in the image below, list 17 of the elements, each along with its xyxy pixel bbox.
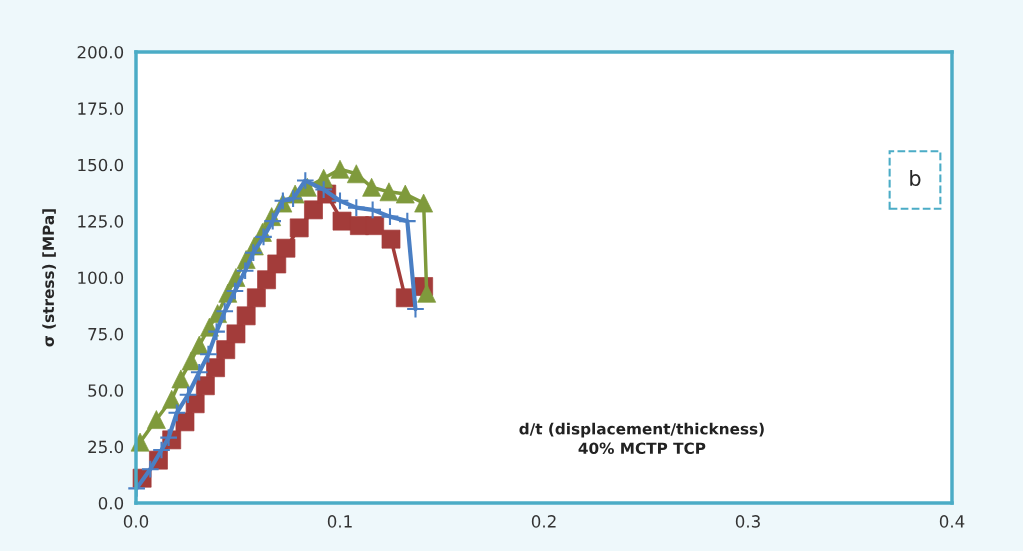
annotation: b <box>910 169 921 187</box>
y-tick-label: 125.0 <box>78 215 124 228</box>
y-tick-label: 50.0 <box>88 384 124 397</box>
y-tick-label: 175.0 <box>78 102 124 115</box>
x-tick-label: 0.3 <box>735 515 760 528</box>
y-axis-title: σ (stress) [MPa] <box>42 209 56 347</box>
x-tick-label: 0.2 <box>531 515 556 528</box>
x-tick-label: 0.1 <box>327 515 352 528</box>
x-tick-label: 0.4 <box>939 515 965 528</box>
y-tick-label: 200.0 <box>77 45 124 59</box>
y-tick-label: 100.0 <box>78 271 124 285</box>
y-tick-label: 25.0 <box>88 440 124 454</box>
y-tick-label: 0.0 <box>98 496 124 510</box>
y-tick-label: 75.0 <box>88 327 124 341</box>
annotation: d/t (displacement/thickness) 40% MCTP TCP <box>519 422 764 455</box>
y-tick-label: 150.0 <box>78 158 124 172</box>
x-tick-label: 0.0 <box>123 515 149 528</box>
